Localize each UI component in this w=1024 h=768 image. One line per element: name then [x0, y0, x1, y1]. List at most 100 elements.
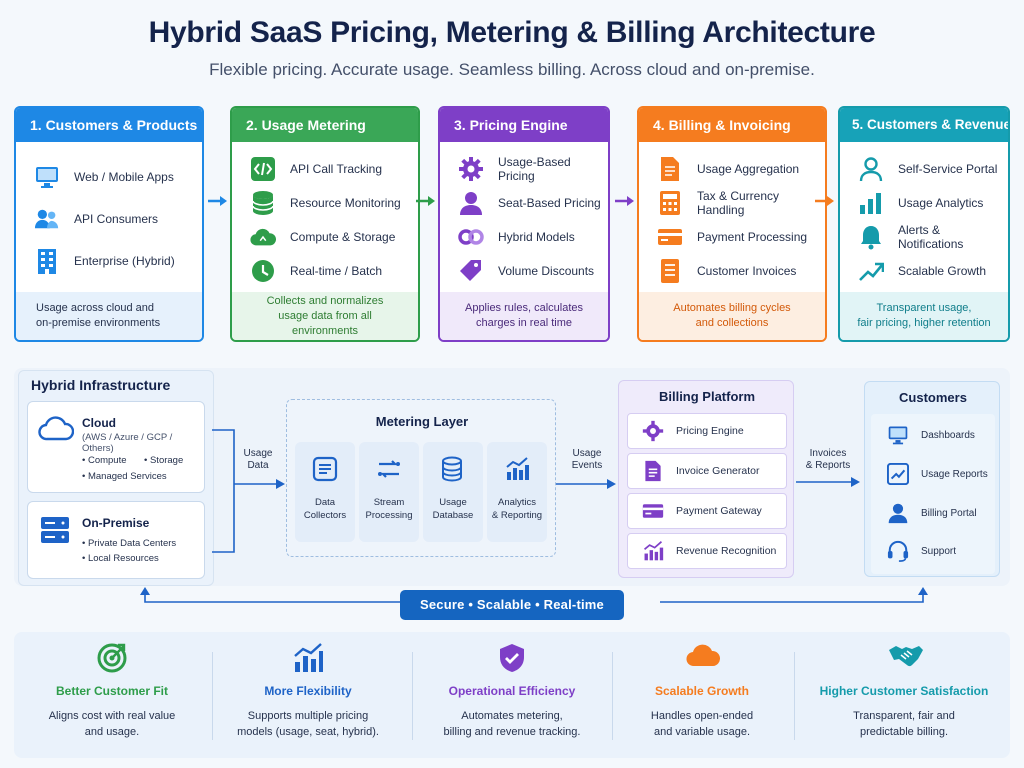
billing-platform: Billing Platform Pricing Engine Invoice …	[618, 380, 794, 578]
card-item-label: Compute & Storage	[290, 230, 396, 244]
card-item-label: Scalable Growth	[898, 264, 987, 278]
tile-label: Stream	[373, 497, 405, 508]
collector-icon	[312, 456, 338, 482]
card-item: Enterprise (Hybrid)	[16, 240, 202, 282]
bar-chart-icon	[642, 540, 664, 562]
on-premise-title: On-Premise	[82, 516, 150, 530]
invoice-icon	[657, 258, 683, 284]
arrow-right-icon	[815, 196, 834, 206]
metering-layer: Metering Layer Data Collectors Stream Proc…	[286, 399, 556, 557]
divider	[612, 652, 613, 740]
card-item-label: Real-time / Batch	[290, 264, 383, 278]
card-footer-line: Collects and normalizes	[266, 294, 384, 307]
metering-tile-usage-database: Usage Database	[423, 442, 483, 542]
card-icon	[642, 500, 664, 522]
card-item: API Consumers	[16, 198, 202, 240]
customer-row: Support	[871, 536, 995, 566]
code-icon	[250, 156, 276, 182]
card-item-label: Customer Invoices	[697, 264, 797, 278]
section-title: Billing Platform	[658, 389, 756, 404]
benefit-title: Scalable Growth	[654, 684, 750, 698]
arrow-right-icon	[615, 196, 634, 206]
page-subtitle: Flexible pricing. Accurate usage. Seamle…	[209, 60, 815, 79]
card-item-label: Hybrid Models	[498, 230, 575, 244]
card-item: Hybrid Models	[440, 220, 608, 254]
billing-row: Revenue Recognition	[627, 533, 787, 569]
card-item-label: Enterprise (Hybrid)	[74, 254, 175, 268]
dashboard-icon	[887, 424, 909, 446]
card-footer: Applies rules, calculates charges in real…	[440, 292, 608, 340]
page-title: Hybrid SaaS Pricing, Metering & Billing …	[148, 16, 876, 49]
tile-label: Usage	[439, 497, 467, 508]
card-item-label: Self-Service Portal	[898, 162, 998, 176]
customers-panel: Customers Dashboards Usage Reports Billi…	[864, 381, 1000, 577]
link-icon	[458, 224, 484, 250]
card-usage-metering: 2. Usage Metering API Call Tracking Reso…	[230, 106, 420, 342]
card-item-label: Usage Aggregation	[697, 162, 800, 176]
tag-icon	[458, 258, 484, 284]
card-footer: Automates billing cycles and collections	[639, 292, 825, 340]
benefit-desc: billing and revenue tracking.	[443, 726, 581, 738]
cloud-icon	[38, 416, 75, 447]
bar-chart-icon	[292, 642, 324, 674]
card-header: 3. Pricing Engine	[440, 108, 608, 142]
benefit-title: Operational Efficiency	[448, 684, 576, 698]
cloud-item: • Compute	[82, 455, 127, 466]
database-icon	[440, 456, 466, 482]
tile-label: Analytics	[497, 497, 536, 508]
card-footer-line: on-premise environments	[36, 317, 161, 329]
secure-scalable-realtime-badge: Secure • Scalable • Real-time	[400, 590, 624, 620]
card-item: Real-time / Batch	[232, 254, 418, 288]
card-item: Seat-Based Pricing	[440, 186, 608, 220]
card-item: Usage Aggregation	[639, 152, 825, 186]
tile-label: Collectors	[303, 510, 347, 521]
flow-label-line: Usage	[572, 448, 602, 459]
benefit-scalable-growth: Scalable Growth Handles open-ended and va…	[604, 642, 800, 754]
cloud-icon	[250, 224, 276, 250]
card-item: Payment Processing	[639, 220, 825, 254]
arrow-right-icon	[796, 477, 860, 487]
card-item-label: Alerts & Notifications	[898, 223, 964, 251]
card-item: API Call Tracking	[232, 152, 418, 186]
cloud-icon	[686, 642, 721, 674]
benefit-operational-efficiency: Operational Efficiency Automates meterin…	[414, 642, 610, 754]
card-pricing-engine: 3. Pricing Engine Usage-Based Pricing Se…	[438, 106, 610, 342]
benefit-customer-fit: Better Customer Fit Aligns cost with rea…	[14, 642, 210, 754]
customer-row-label: Support	[921, 545, 957, 557]
benefit-desc: Handles open-ended	[650, 710, 754, 722]
benefit-desc: models (usage, seat, hybrid).	[237, 726, 379, 738]
card-footer-line: Automates billing cycles	[673, 302, 791, 314]
benefit-desc: predictable billing.	[859, 726, 949, 738]
card-item-label: API Call Tracking	[290, 162, 383, 176]
gear-icon	[458, 156, 484, 182]
divider	[794, 652, 795, 740]
card-item: Usage Analytics	[840, 186, 1008, 220]
benefit-desc: Transparent, fair and	[853, 710, 955, 722]
card-item: Alerts & Notifications	[840, 220, 1008, 254]
benefit-desc: Automates metering,	[461, 710, 563, 722]
billing-row: Payment Gateway	[627, 493, 787, 529]
card-footer-line: usage data from all environments	[278, 309, 372, 337]
building-icon	[34, 248, 60, 274]
section-title: Hybrid Infrastructure	[31, 377, 171, 393]
customer-row-label: Usage Reports	[921, 468, 988, 480]
card-item: Volume Discounts	[440, 254, 608, 288]
card-icon	[657, 224, 683, 250]
billing-row: Invoice Generator	[627, 453, 787, 489]
benefit-title: Higher Customer Satisfaction	[819, 684, 989, 698]
benefit-title: Better Customer Fit	[55, 684, 168, 698]
bar-chart-icon	[858, 190, 884, 216]
card-header: 2. Usage Metering	[232, 108, 418, 142]
stream-icon	[376, 456, 402, 482]
users-icon	[34, 206, 60, 232]
card-footer-line: fair pricing, higher retention	[857, 317, 991, 329]
tile-label: & Reporting	[491, 510, 543, 521]
target-icon	[96, 642, 128, 674]
divider	[412, 652, 413, 740]
person-icon	[858, 156, 884, 182]
flow-label-invoices-reports: Invoices & Reports	[800, 448, 856, 472]
customer-row-label: Dashboards	[921, 429, 975, 441]
section-title: Customers	[899, 390, 967, 405]
calculator-icon	[657, 190, 683, 216]
card-footer-line: Usage across cloud and	[36, 302, 155, 314]
